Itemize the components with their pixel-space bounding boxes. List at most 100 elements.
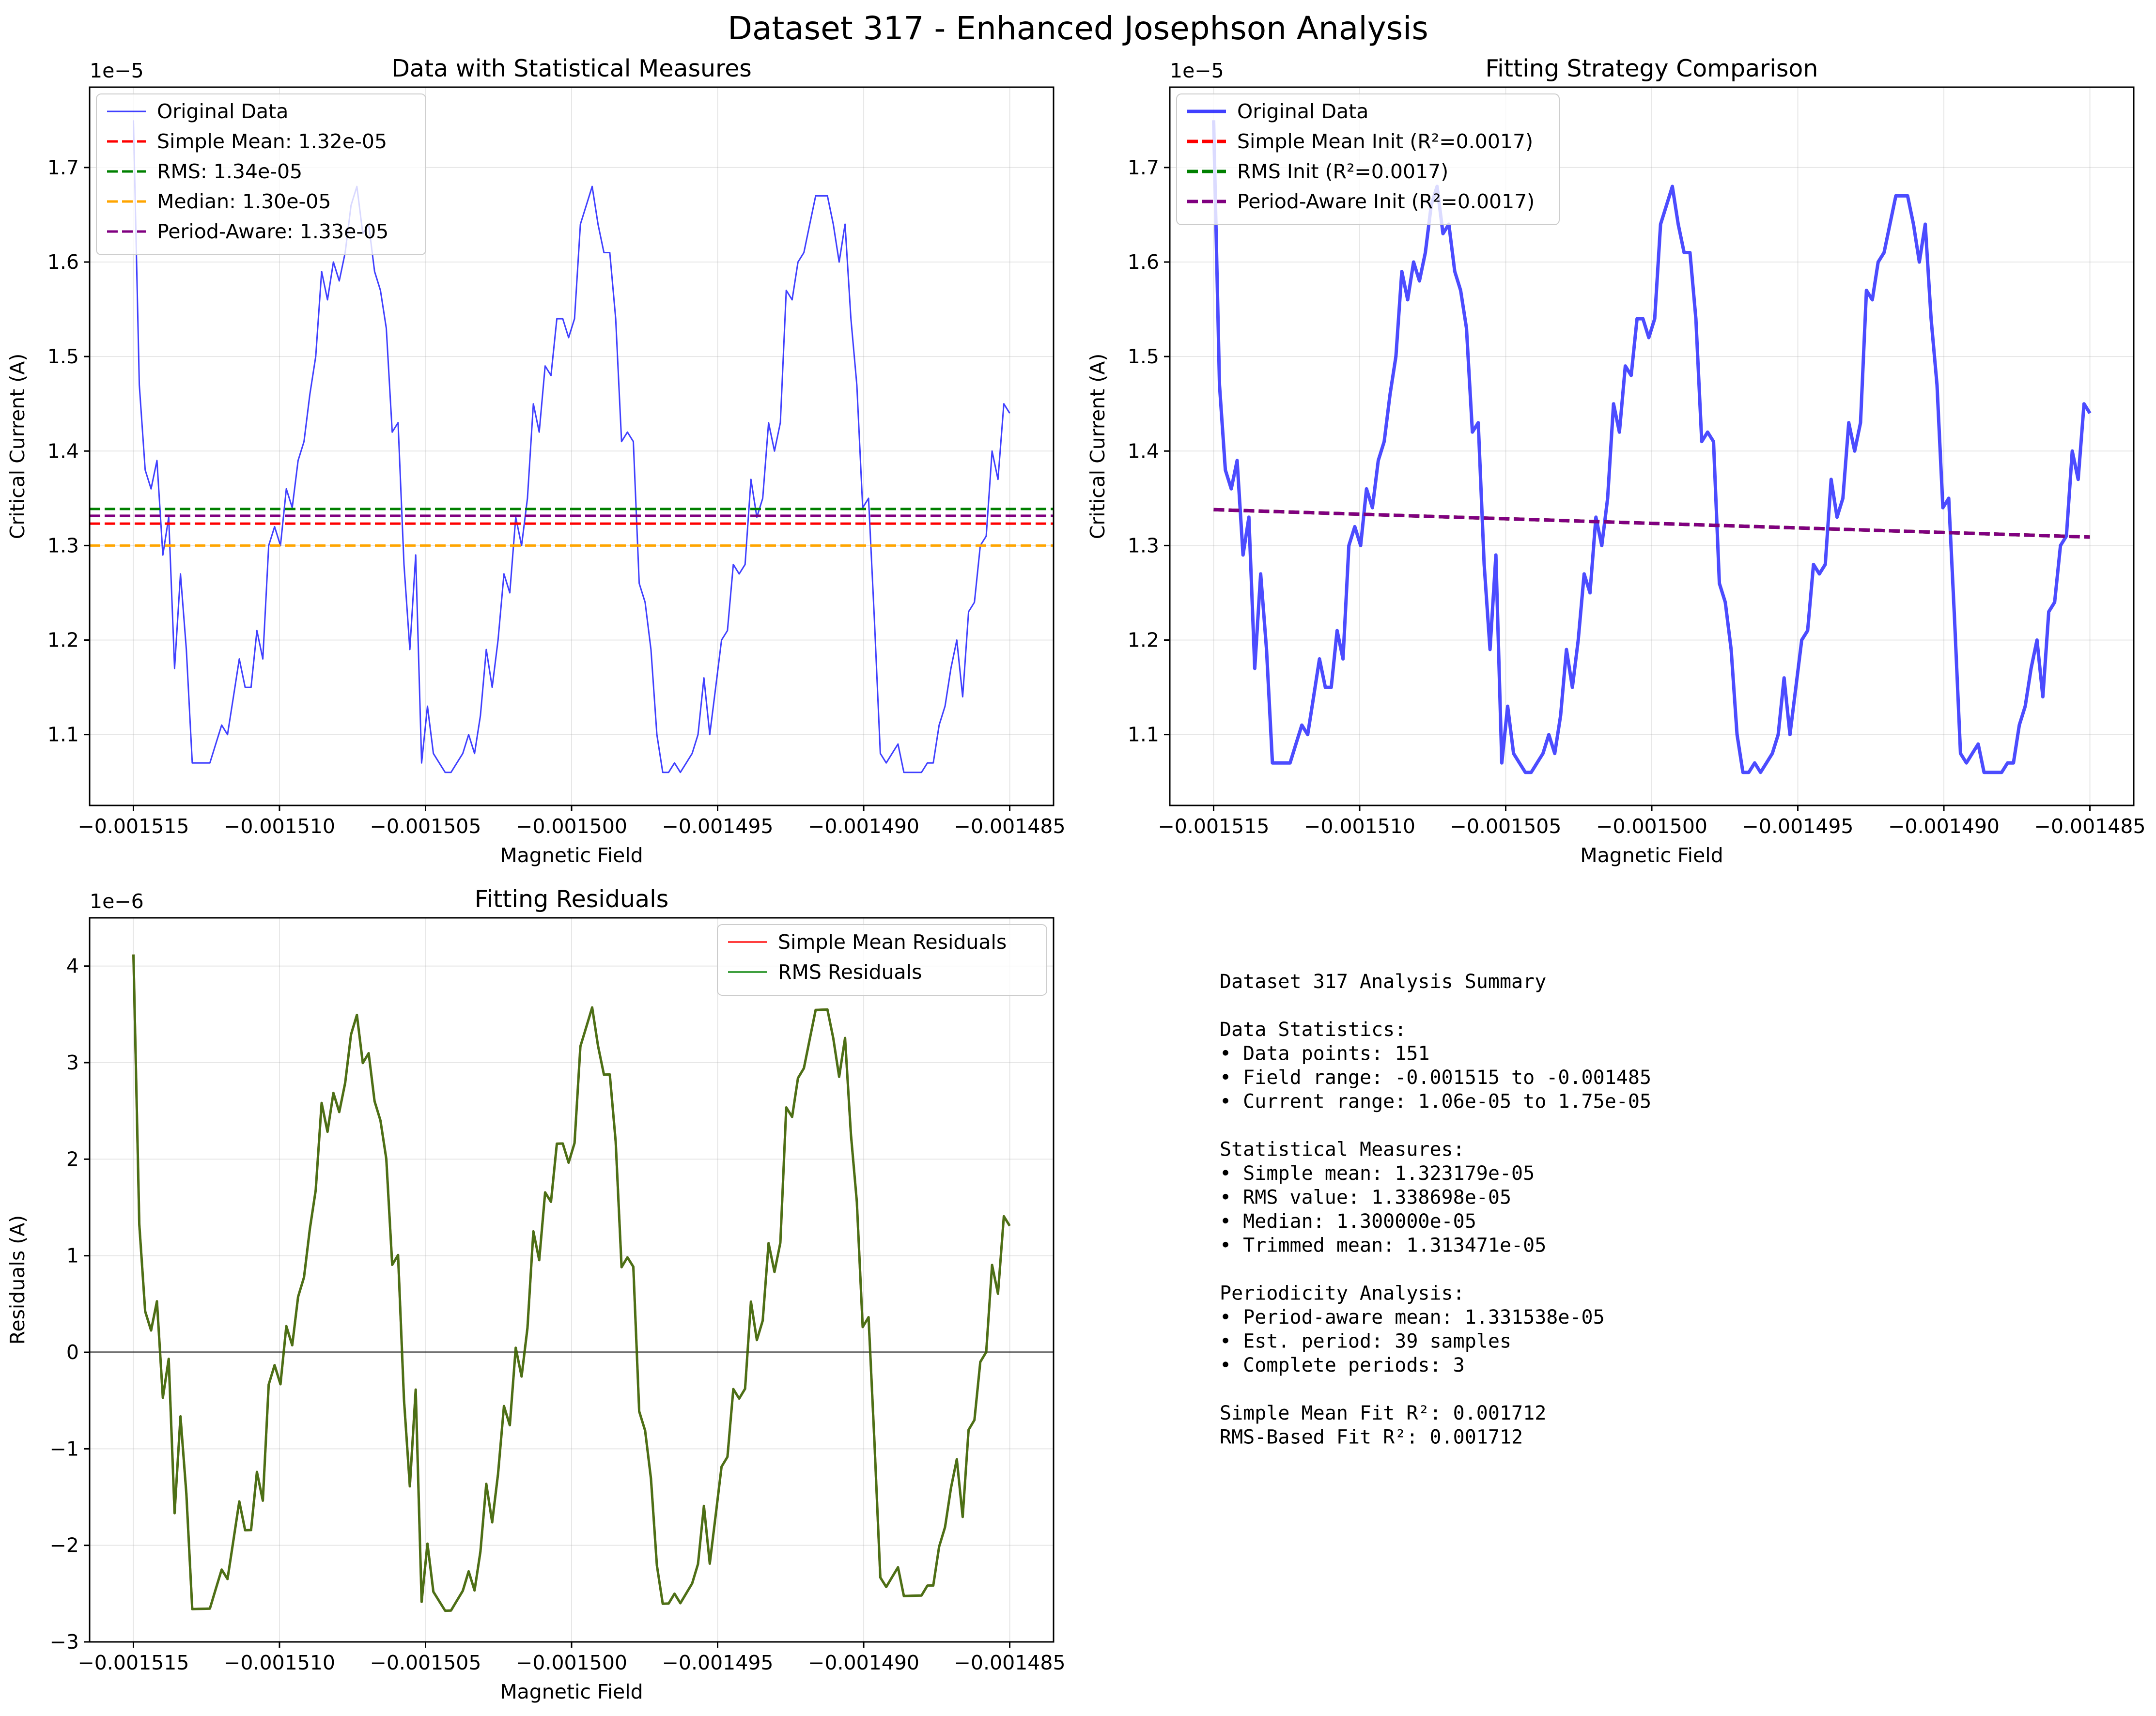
legend-box [96, 93, 426, 255]
plot-area [132, 954, 1011, 1612]
series-line-original-data [1212, 120, 2092, 774]
x-tick-label: −0.001505 [370, 815, 481, 838]
y-tick-label: 1.4 [1128, 439, 1159, 463]
legend-entry-label: RMS Init (R²=0.0017) [1237, 160, 1448, 183]
legend-entry-label: RMS Residuals [778, 960, 922, 984]
summary-line: • Trimmed mean: 1.313471e-05 [1220, 1235, 1546, 1257]
x-axis-label: Magnetic Field [1580, 844, 1723, 867]
y-tick-label: 1.1 [1128, 723, 1159, 746]
summary-line: • Est. period: 39 samples [1220, 1330, 1511, 1353]
axis-offset-label: 1e−5 [90, 59, 144, 82]
plot-area [1212, 120, 2092, 774]
summary-line: • Field range: -0.001515 to -0.001485 [1220, 1067, 1651, 1089]
y-tick-label: 0 [66, 1341, 79, 1364]
x-tick-label: −0.001490 [808, 1651, 919, 1674]
x-tick-label: −0.001490 [808, 815, 919, 838]
series-line-period-aware [1213, 508, 2090, 539]
y-tick-label: 1.6 [1128, 250, 1159, 274]
legend: Original Data Simple Mean Init (R²=0.0017… [1176, 93, 1560, 225]
summary-line: • Data points: 151 [1220, 1043, 1429, 1065]
x-tick-label: −0.001500 [516, 1651, 627, 1674]
summary-line: RMS-Based Fit R²: 0.001712 [1220, 1426, 1523, 1449]
y-tick-label: 1.2 [1128, 629, 1159, 652]
x-tick-label: −0.001495 [662, 1651, 774, 1674]
x-tick-label: −0.001505 [370, 1651, 481, 1674]
y-tick-label: 1.1 [47, 723, 79, 746]
x-tick-label: −0.001500 [1596, 815, 1707, 838]
legend-entry-label: Simple Mean Residuals [778, 930, 1007, 954]
y-axis-label: Critical Current (A) [6, 354, 29, 540]
y-tick-label: 4 [66, 955, 79, 978]
legend-entry-label: Original Data [1237, 100, 1368, 123]
y-tick-label: 2 [66, 1147, 79, 1171]
x-tick-label: −0.001500 [516, 815, 627, 838]
x-tick-label: −0.001510 [224, 1651, 335, 1674]
y-axis-label: Critical Current (A) [1086, 354, 1109, 540]
y-tick-label: 1.5 [1128, 345, 1159, 368]
y-axis-label: Residuals (A) [6, 1215, 29, 1345]
legend-entry-label: Original Data [157, 100, 288, 123]
summary-line: Simple Mean Fit R²: 0.001712 [1220, 1402, 1546, 1424]
y-tick-label: 1.3 [1128, 534, 1159, 557]
summary-line: • Complete periods: 3 [1220, 1354, 1465, 1376]
summary-line: • Simple mean: 1.323179e-05 [1220, 1162, 1535, 1185]
x-tick-label: −0.001505 [1450, 815, 1561, 838]
fitting-comparison-panel: −0.001515 −0.001510 −0.001505 −0.001500 −0.0… [1086, 55, 2146, 867]
x-tick-label: −0.001485 [954, 815, 1066, 838]
x-tick-label: −0.001495 [1742, 815, 1854, 838]
x-tick-label: −0.001515 [1158, 815, 1269, 838]
legend-entry-label: Median: 1.30e-05 [157, 190, 331, 213]
y-tick-label: 1.5 [47, 345, 79, 368]
y-tick-label: 1.6 [47, 250, 79, 274]
figure-title: Dataset 317 - Enhanced Josephson Analysi… [728, 10, 1428, 47]
series-line-original-data [133, 120, 1010, 773]
legend-entry-label: Simple Mean: 1.32e-05 [157, 130, 387, 153]
panel-title: Fitting Strategy Comparison [1486, 55, 1818, 82]
legend: Simple Mean Residuals RMS Residuals [717, 924, 1047, 996]
summary-line: • RMS value: 1.338698e-05 [1220, 1187, 1511, 1209]
residual-line-rms [132, 954, 1011, 1612]
summary-line: • Period-aware mean: 1.331538e-05 [1220, 1306, 1605, 1329]
legend-box [1176, 93, 1560, 225]
summary-line: • Current range: 1.06e-05 to 1.75e-05 [1220, 1091, 1651, 1113]
summary-line: Dataset 317 Analysis Summary [1220, 971, 1546, 993]
legend: Original Data Simple Mean: 1.32e-05 RMS: 1… [96, 93, 426, 255]
legend-entry-label: Period-Aware: 1.33e-05 [157, 220, 388, 243]
statistical-measures-panel: −0.001515 −0.001510 −0.001505 −0.001500 −0.0… [6, 55, 1066, 867]
x-tick-label: −0.001485 [954, 1651, 1066, 1674]
legend-entry-label: Simple Mean Init (R²=0.0017) [1237, 130, 1533, 153]
summary-line: Statistical Measures: [1220, 1139, 1465, 1161]
axis-offset-label: 1e−5 [1170, 59, 1224, 82]
y-tick-label: −2 [50, 1534, 79, 1557]
x-tick-label: −0.001510 [1304, 815, 1415, 838]
x-tick-label: −0.001490 [1888, 815, 2000, 838]
panel-title: Fitting Residuals [475, 885, 668, 913]
x-axis-label: Magnetic Field [500, 1680, 643, 1703]
y-tick-label: 1.7 [1128, 156, 1159, 179]
summary-line: • Median: 1.300000e-05 [1220, 1210, 1476, 1233]
y-tick-label: −1 [50, 1437, 79, 1460]
x-axis-label: Magnetic Field [500, 844, 643, 867]
y-tick-label: −3 [50, 1630, 79, 1654]
x-tick-label: −0.001485 [2034, 815, 2146, 838]
x-tick-label: −0.001515 [78, 1651, 189, 1674]
analysis-summary-panel: Dataset 317 Analysis Summary Data Statist… [1220, 971, 1651, 1449]
legend-entry-label: RMS: 1.34e-05 [157, 160, 302, 183]
axis-offset-label: 1e−6 [90, 890, 144, 913]
summary-line: Data Statistics: [1220, 1019, 1406, 1041]
legend-box [717, 924, 1047, 996]
x-tick-label: −0.001510 [224, 815, 335, 838]
y-tick-label: 1.7 [47, 156, 79, 179]
y-tick-label: 1.2 [47, 629, 79, 652]
legend-entry-label: Period-Aware Init (R²=0.0017) [1237, 190, 1535, 213]
y-tick-label: 3 [66, 1051, 79, 1074]
y-tick-label: 1 [66, 1244, 79, 1268]
fitting-residuals-panel: −0.001515 −0.001510 −0.001505 −0.001500 −0.0… [6, 885, 1066, 1703]
summary-line: Periodicity Analysis: [1220, 1283, 1465, 1305]
y-tick-label: 1.3 [47, 534, 79, 557]
x-tick-label: −0.001495 [662, 815, 774, 838]
y-tick-label: 1.4 [47, 439, 79, 463]
x-tick-label: −0.001515 [78, 815, 189, 838]
panel-title: Data with Statistical Measures [391, 55, 752, 82]
